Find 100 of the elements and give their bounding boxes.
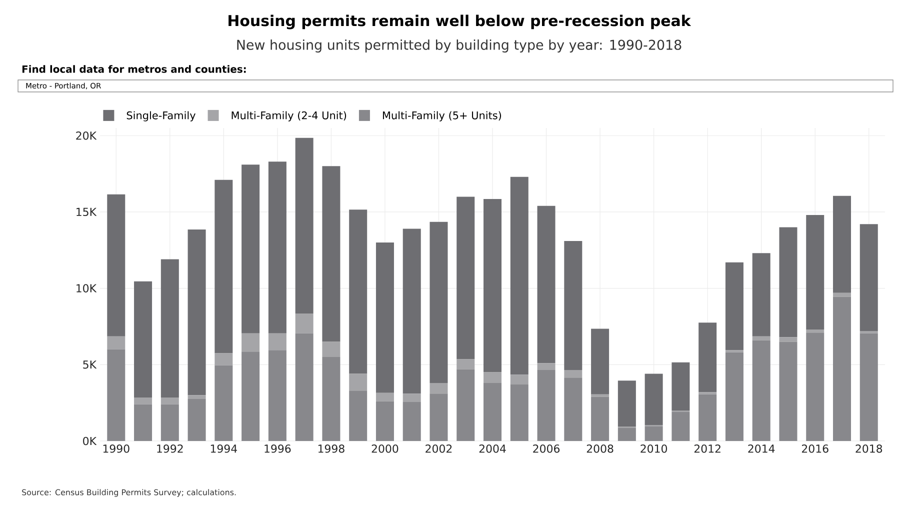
bar (618, 380, 636, 426)
bar (214, 353, 233, 366)
bar (832, 296, 851, 441)
bar (456, 196, 475, 360)
bar (107, 194, 126, 336)
bar (268, 333, 286, 350)
bar (564, 240, 582, 370)
bar (402, 394, 421, 402)
bar (107, 349, 126, 441)
bar (376, 242, 394, 393)
x-tick-label: 2000 (372, 444, 398, 453)
y-tick-label: 15K (76, 208, 97, 216)
bar (160, 259, 179, 398)
x-tick-label: 2014 (748, 444, 775, 453)
bar (402, 228, 421, 394)
bar (484, 372, 502, 383)
bar (160, 404, 179, 441)
bar (806, 215, 824, 330)
bar (268, 162, 286, 334)
bar (188, 398, 206, 441)
x-tick-label: 2002 (426, 444, 452, 453)
bar (456, 359, 475, 370)
bar (618, 428, 636, 441)
bar (806, 332, 824, 441)
y-tick-label: 5K (83, 360, 97, 369)
bar (752, 253, 770, 336)
bar (698, 322, 717, 392)
bar (484, 382, 502, 441)
bar (832, 196, 851, 293)
bar (322, 166, 340, 342)
text: Find local data for metros and counties: (22, 65, 246, 73)
bar (188, 230, 206, 396)
bar (376, 392, 394, 402)
bar (510, 176, 528, 375)
bar (322, 342, 340, 358)
chart-title: Housing permits remain well below pre-recession peak (228, 14, 692, 30)
bar (107, 336, 126, 350)
bar (484, 198, 502, 372)
bar (510, 384, 528, 441)
bar (860, 224, 878, 332)
bar (672, 412, 690, 441)
bar (134, 397, 152, 404)
bar (698, 394, 717, 441)
bar (430, 382, 448, 394)
y-tick-label: 10K (76, 284, 97, 292)
x-tick-label: 2006 (533, 444, 560, 453)
bar (188, 395, 206, 399)
bar (510, 374, 528, 384)
bar (537, 370, 556, 441)
bar (752, 336, 770, 340)
bar (242, 164, 260, 334)
y-tick-label: 0K (83, 436, 97, 446)
bar (349, 390, 368, 441)
chart-subtitle: New housing units permitted by building type by year: 1990-2018 (237, 39, 682, 52)
bar (295, 313, 314, 334)
bar (591, 396, 610, 441)
bar (242, 333, 260, 352)
bar (644, 374, 663, 425)
bar (725, 262, 744, 350)
bar (349, 210, 368, 374)
bar (832, 292, 851, 297)
x-tick-label: 1990 (103, 444, 130, 453)
bar (430, 394, 448, 441)
bar (402, 402, 421, 441)
bar (214, 365, 233, 441)
bar (456, 369, 475, 441)
legend-label: Multi-Family (2-4 Unit) (232, 111, 346, 122)
bar (214, 180, 233, 354)
bar (644, 426, 663, 441)
bar (322, 357, 340, 441)
legend-label: Multi-Family (5+ Units) (382, 111, 502, 122)
x-tick-label: 1994 (210, 444, 237, 453)
x-tick-label: 2008 (586, 444, 614, 453)
bar (242, 352, 260, 441)
bar (672, 362, 690, 410)
bar (752, 340, 770, 441)
bar (268, 350, 286, 441)
x-tick-label: 1992 (157, 444, 183, 453)
bar (349, 374, 368, 391)
bar (779, 342, 798, 441)
bar (430, 222, 448, 383)
x-tick-label: 1998 (318, 444, 344, 453)
bar (537, 206, 556, 364)
bar (860, 333, 878, 441)
bar (295, 138, 314, 314)
bar (134, 281, 152, 398)
bar (564, 370, 582, 378)
bar (537, 363, 556, 370)
x-tick-label: 2016 (802, 444, 828, 453)
bar (779, 337, 798, 342)
bar (134, 404, 152, 441)
bar (295, 333, 314, 441)
bar (591, 328, 610, 394)
legend-label: Single-Family (126, 111, 196, 122)
bar (160, 397, 179, 404)
bar (725, 352, 744, 441)
bar (376, 401, 394, 441)
x-tick-label: 2018 (856, 444, 882, 453)
x-tick-label: 2012 (694, 444, 720, 453)
x-tick-label: 2010 (640, 444, 668, 453)
